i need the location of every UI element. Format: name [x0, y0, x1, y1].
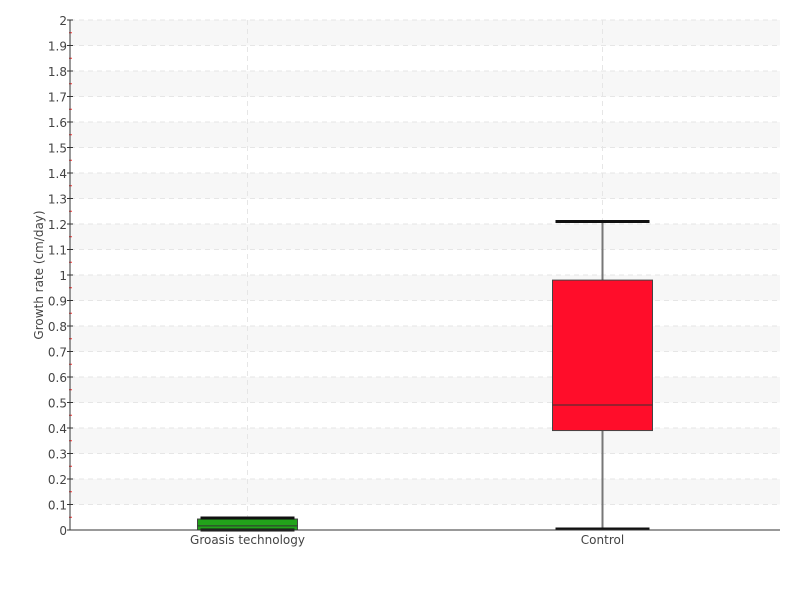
y-tick-label: 1.2 [48, 218, 67, 232]
y-tick-label: 1.3 [48, 193, 67, 207]
grid-band [70, 20, 780, 46]
x-tick-label: Groasis technology [190, 533, 305, 547]
grid-band [70, 275, 780, 301]
grid-band [70, 428, 780, 454]
gridlines [70, 19, 780, 530]
grid-band [70, 326, 780, 352]
y-tick-label: 0.6 [48, 371, 67, 385]
y-tick-label: 0.8 [48, 320, 67, 334]
grid-band [70, 122, 780, 148]
y-tick-label: 0.3 [48, 448, 67, 462]
grid-band [70, 377, 780, 403]
grid-band [70, 224, 780, 250]
y-tick-label: 0.2 [48, 473, 67, 487]
y-tick-label: 1.8 [48, 65, 67, 79]
boxes [197, 219, 653, 532]
y-tick-label: 1.4 [48, 167, 67, 181]
axes: 0 0.1 0.2 0.3 0.4 0.5 0.6 0.7 0.8 0.9 1 1.1 1.2 1.3 1.… [48, 14, 780, 547]
plot-background-bands [70, 20, 780, 505]
y-tick-label: 0.5 [48, 397, 67, 411]
y-axis-label: Growth rate (cm/day) [32, 210, 46, 339]
y-tick-label: 1 [59, 269, 67, 283]
y-tick-label: 0.9 [48, 295, 67, 309]
grid-band [70, 173, 780, 199]
grid-band [70, 479, 780, 505]
y-tick-label: 1.1 [48, 244, 67, 258]
y-tick-label: 0 [59, 524, 67, 538]
box [197, 518, 298, 531]
x-tick-label: Control [581, 533, 624, 547]
y-tick-label: 0.4 [48, 422, 67, 436]
y-tick-label: 2 [59, 14, 67, 28]
y-tick-label: 1.9 [48, 40, 67, 54]
y-tick-label: 1.6 [48, 116, 67, 130]
y-tick-label: 1.7 [48, 91, 67, 105]
y-tick-label: 0.1 [48, 499, 67, 513]
grid-band [70, 71, 780, 97]
box [552, 279, 653, 432]
y-tick-label: 0.7 [48, 346, 67, 360]
y-tick-label: 1.5 [48, 142, 67, 156]
